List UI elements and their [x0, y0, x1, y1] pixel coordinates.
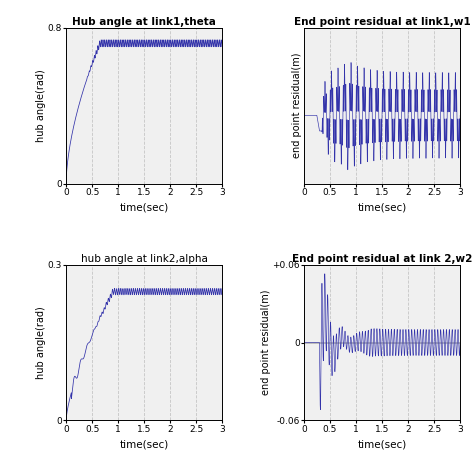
- Y-axis label: hub angle(rad): hub angle(rad): [36, 306, 46, 379]
- Y-axis label: hub angle(rad): hub angle(rad): [36, 69, 46, 142]
- Y-axis label: end point residual(m): end point residual(m): [261, 290, 270, 395]
- Title: Hub angle at link1,theta: Hub angle at link1,theta: [72, 17, 216, 27]
- Title: hub angle at link2,alpha: hub angle at link2,alpha: [81, 254, 208, 264]
- X-axis label: time(sec): time(sec): [120, 439, 169, 449]
- Title: End point residual at link 2,w2: End point residual at link 2,w2: [292, 254, 472, 264]
- Title: End point residual at link1,w1: End point residual at link1,w1: [294, 17, 471, 27]
- X-axis label: time(sec): time(sec): [357, 202, 406, 212]
- Y-axis label: end point residual(m): end point residual(m): [293, 53, 303, 158]
- X-axis label: time(sec): time(sec): [357, 439, 406, 449]
- X-axis label: time(sec): time(sec): [120, 202, 169, 212]
